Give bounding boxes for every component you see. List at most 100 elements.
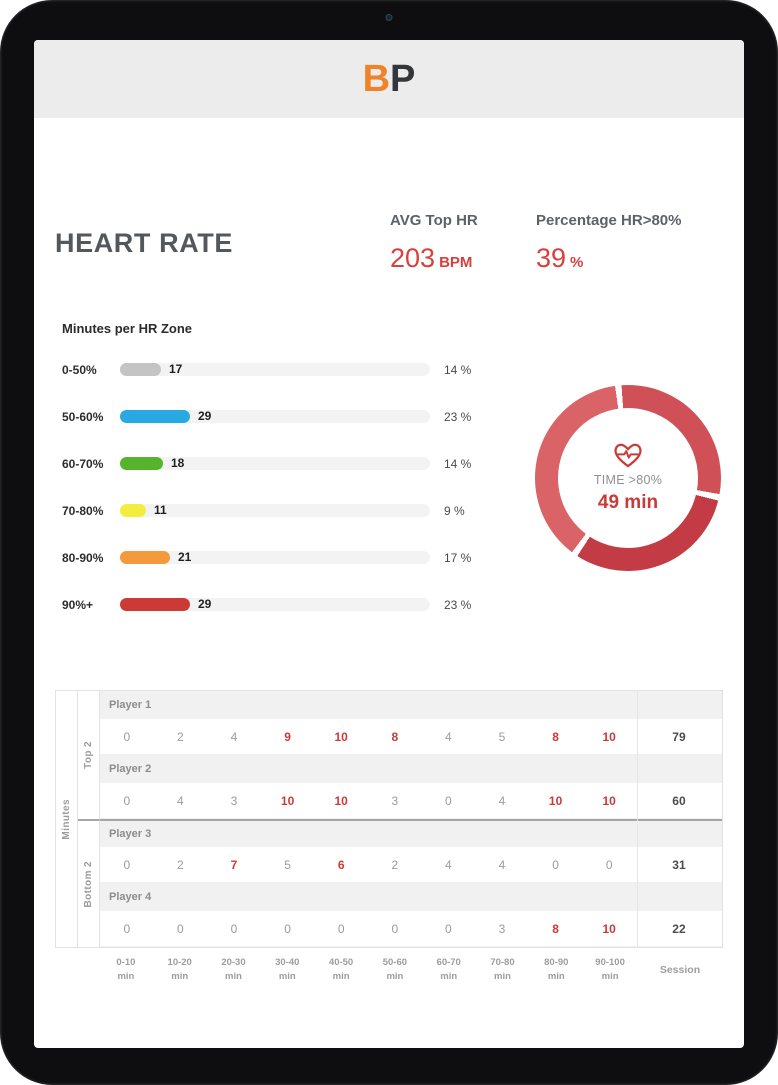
time-interval-label: 60-70 min: [422, 957, 476, 982]
zone-row: 70-80% 11 9 %: [62, 487, 492, 534]
avg-top-hr-value-row: 203 BPM: [390, 243, 478, 274]
screen: BP HEART RATE AVG Top HR 203 BPM Percent…: [34, 40, 744, 1048]
percentage-hr80-stat: Percentage HR>80% 39 %: [536, 212, 682, 274]
table-footer: 0-10 min 10-20 min 20-30 min 30-40 min 40-50 min 5…: [55, 957, 723, 982]
zone-minutes-value: 29: [198, 597, 212, 611]
minutes-cell: 0: [153, 911, 208, 947]
minutes-axis-text: Minutes: [61, 798, 72, 840]
minutes-cell: 2: [153, 847, 208, 883]
zone-bar: [120, 598, 190, 611]
player-name-row: Player 2: [100, 755, 722, 783]
donut-center: TIME >80% 49 min: [558, 408, 698, 548]
minutes-cell: 0: [100, 911, 154, 947]
minutes-cell: 4: [421, 719, 476, 755]
minutes-cell: 0: [528, 847, 583, 883]
avg-top-hr-value: 203: [390, 243, 436, 273]
minutes-cell: 6: [314, 847, 368, 883]
time-interval-label: 70-80 min: [476, 957, 530, 982]
zone-percent: 14 %: [444, 362, 472, 377]
avg-top-hr-stat: AVG Top HR 203 BPM: [390, 212, 478, 274]
minutes-cell: 10: [260, 783, 315, 819]
minutes-cell: 0: [100, 783, 154, 819]
app-header: BP: [34, 40, 744, 118]
minutes-cell: 10: [314, 719, 368, 755]
zone-list: 0-50% 17 14 % 50-60% 29 23 % 60-70% 18 14 % 70-80…: [62, 346, 492, 628]
zone-percent: 14 %: [444, 456, 472, 471]
session-total: 79: [635, 719, 722, 755]
minutes-cell: 5: [260, 847, 315, 883]
time-interval-label: 20-30 min: [207, 957, 261, 982]
session-total: 22: [635, 911, 722, 947]
time-unit: min: [386, 971, 404, 982]
minutes-cell: 8: [528, 719, 583, 755]
minutes-cell: 5: [475, 719, 529, 755]
zone-label: 0-50%: [62, 362, 97, 377]
time-range: 10-20: [167, 957, 192, 968]
zone-bar: [120, 457, 163, 470]
minutes-cell: 2: [153, 719, 208, 755]
players-table: Minutes Top 2 Player 1 0 2 4 9 10 8 4 5 8 10 79 Player…: [55, 690, 723, 948]
minutes-cell: 8: [528, 911, 583, 947]
zone-bar-track: 29: [120, 598, 430, 611]
minutes-cell: 3: [475, 911, 529, 947]
time-unit: min: [117, 971, 135, 982]
player-name: Player 4: [109, 891, 152, 903]
zone-row: 60-70% 18 14 %: [62, 440, 492, 487]
time-range: 0-10: [116, 957, 136, 968]
zone-bar-track: 17: [120, 363, 430, 376]
minutes-cell: 3: [207, 783, 261, 819]
zone-row: 80-90% 21 17 %: [62, 534, 492, 581]
minutes-cell: 4: [475, 783, 529, 819]
time-range: 20-30: [221, 957, 246, 968]
zone-percent: 17 %: [444, 550, 472, 565]
hr-zones-section: Minutes per HR Zone 0-50% 17 14 % 50-60% 29 2…: [62, 321, 492, 628]
time-interval-label: 0-10 min: [99, 957, 153, 982]
minutes-cell: 0: [100, 719, 154, 755]
zone-label: 90%+: [62, 597, 94, 612]
zone-minutes-value: 11: [154, 503, 167, 517]
group-label: Bottom 2: [78, 819, 100, 947]
zone-minutes-value: 29: [198, 409, 212, 423]
minutes-cell: 0: [421, 911, 476, 947]
logo-letter-p: P: [390, 57, 416, 100]
zone-bar-track: 21: [120, 551, 430, 564]
time-range: 30-40: [275, 957, 300, 968]
time-range: 50-60: [382, 957, 408, 968]
player-name: Player 3: [109, 828, 152, 840]
zone-label: 60-70%: [62, 456, 104, 471]
time-interval-label: 40-50 min: [314, 957, 368, 982]
minutes-axis-label: Minutes: [56, 691, 78, 947]
zone-label: 80-90%: [62, 550, 104, 565]
minutes-cell: 0: [314, 911, 368, 947]
time-unit: min: [171, 971, 189, 982]
time-interval-label: 10-20 min: [153, 957, 207, 982]
player-name-row: Player 3: [100, 819, 722, 847]
percentage-hr80-value-row: 39 %: [536, 243, 682, 274]
zone-row: 0-50% 17 14 %: [62, 346, 492, 393]
zone-minutes-value: 17: [169, 362, 183, 376]
minutes-cell: 0: [367, 911, 422, 947]
minutes-cell: 0: [260, 911, 315, 947]
time-range: 90-100: [595, 957, 625, 968]
minutes-cell: 10: [582, 783, 636, 819]
time-above-80-donut: TIME >80% 49 min: [535, 385, 721, 571]
minutes-cell: 4: [475, 847, 529, 883]
percentage-hr80-unit: %: [570, 254, 584, 271]
minutes-cell: 9: [260, 719, 315, 755]
logo-letter-b: B: [362, 57, 391, 100]
minutes-cell: 10: [582, 911, 636, 947]
session-total: 31: [635, 847, 722, 883]
minutes-cell: 3: [367, 783, 422, 819]
minutes-cell: 4: [153, 783, 208, 819]
minutes-cell: 8: [367, 719, 422, 755]
heart-pulse-icon: [614, 443, 642, 468]
player-name-row: Player 4: [100, 883, 722, 911]
zone-bar-track: 18: [120, 457, 430, 470]
brand-logo: BP: [363, 58, 416, 101]
time-unit: min: [332, 971, 350, 982]
zone-minutes-value: 18: [171, 456, 185, 470]
zone-label: 50-60%: [62, 409, 104, 424]
donut-label: TIME >80%: [593, 473, 663, 487]
zone-percent: 9 %: [444, 503, 465, 518]
